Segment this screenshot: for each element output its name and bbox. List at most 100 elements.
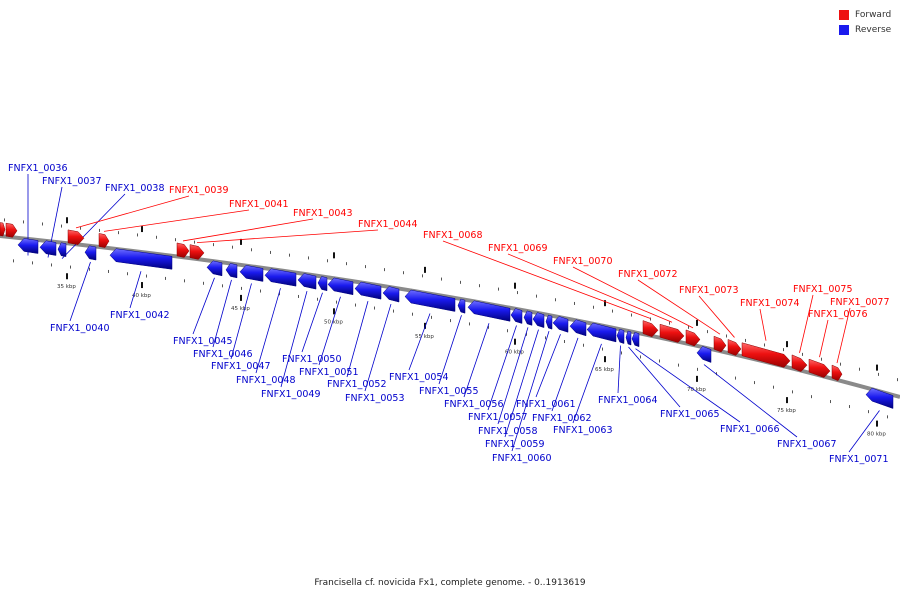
gene-feature[interactable] (239, 264, 264, 282)
gene-label[interactable]: FNFX1_0069 (488, 243, 548, 254)
gene-label[interactable]: FNFX1_0064 (598, 395, 658, 406)
guide-dot (118, 231, 119, 235)
gene-label[interactable]: FNFX1_0051 (299, 367, 359, 378)
gene-label[interactable]: FNFX1_0048 (236, 375, 296, 386)
gene-feature[interactable] (642, 320, 659, 338)
gene-label[interactable]: FNFX1_0041 (229, 199, 289, 210)
gene-label[interactable]: FNFX1_0043 (293, 208, 353, 219)
gene-feature[interactable] (625, 330, 632, 346)
gene-feature[interactable] (552, 316, 569, 333)
guide-dot (754, 381, 755, 385)
gene-feature[interactable] (616, 328, 625, 344)
gene-label[interactable]: FNFX1_0038 (105, 183, 165, 194)
gene-label[interactable]: FNFX1_0075 (793, 284, 853, 295)
guide-dot (336, 300, 337, 304)
gene-feature[interactable] (404, 289, 456, 312)
gene-feature[interactable] (741, 342, 791, 368)
guide-dot (479, 284, 480, 288)
gene-feature[interactable] (685, 329, 701, 347)
gene-label[interactable]: FNFX1_0059 (485, 439, 545, 450)
gene-label[interactable]: FNFX1_0047 (211, 361, 271, 372)
gene-feature[interactable] (189, 244, 205, 260)
gene-feature[interactable] (586, 322, 617, 343)
gene-label[interactable]: FNFX1_0037 (42, 176, 102, 187)
legend-reverse-label: Reverse (855, 25, 892, 35)
gene-label[interactable]: FNFX1_0063 (553, 425, 613, 436)
gene-feature-partial[interactable] (0, 222, 6, 237)
gene-label[interactable]: FNFX1_0044 (358, 219, 418, 230)
gene-feature[interactable] (39, 240, 57, 256)
guide-dot (156, 235, 157, 239)
gene-label[interactable]: FNFX1_0070 (553, 256, 613, 267)
gene-label[interactable]: FNFX1_0046 (193, 349, 253, 360)
gene-feature[interactable] (84, 245, 97, 261)
gene-feature[interactable] (791, 354, 808, 372)
label-connector (255, 288, 281, 374)
gene-label[interactable]: FNFX1_0072 (618, 269, 678, 280)
gene-feature[interactable] (176, 242, 190, 258)
gene-feature[interactable] (109, 248, 173, 270)
guide-dot (688, 325, 689, 329)
axis-tick-label: 55 kbp (415, 334, 434, 340)
guide-dot (859, 367, 860, 371)
gene-feature[interactable] (264, 268, 297, 287)
gene-label[interactable]: FNFX1_0036 (8, 163, 68, 174)
gene-label[interactable]: FNFX1_0067 (777, 439, 837, 450)
gene-feature[interactable] (225, 263, 238, 279)
gene-feature[interactable] (713, 335, 727, 353)
guide-dot (42, 222, 43, 226)
gene-label[interactable]: FNFX1_0066 (720, 424, 780, 435)
guide-dot (469, 322, 470, 326)
gene-feature[interactable] (659, 323, 685, 343)
gene-label[interactable]: FNFX1_0068 (423, 230, 483, 241)
gene-label[interactable]: FNFX1_0049 (261, 389, 321, 400)
gene-feature[interactable] (510, 308, 523, 324)
gene-feature[interactable] (57, 242, 67, 257)
gene-feature[interactable] (545, 314, 553, 330)
gene-feature[interactable] (808, 358, 831, 378)
gene-label[interactable]: FNFX1_0053 (345, 393, 405, 404)
gene-feature[interactable] (327, 277, 354, 296)
gene-feature[interactable] (727, 339, 742, 356)
gene-label[interactable]: FNFX1_0065 (660, 409, 720, 420)
gene-label[interactable]: FNFX1_0076 (808, 309, 868, 320)
gene-label[interactable]: FNFX1_0077 (830, 297, 890, 308)
gene-feature[interactable] (297, 273, 317, 290)
gene-label[interactable]: FNFX1_0057 (468, 412, 528, 423)
gene-feature[interactable] (382, 286, 400, 303)
gene-feature[interactable] (67, 229, 85, 245)
gene-feature[interactable] (865, 387, 894, 409)
gene-label[interactable]: FNFX1_0039 (169, 185, 229, 196)
gene-feature[interactable] (206, 260, 223, 277)
gene-feature[interactable] (317, 276, 328, 292)
guide-dot (821, 357, 822, 361)
gene-label[interactable]: FNFX1_0073 (679, 285, 739, 296)
gene-label[interactable]: FNFX1_0058 (478, 426, 538, 437)
gene-label[interactable]: FNFX1_0050 (282, 354, 342, 365)
gene-feature[interactable] (98, 233, 110, 248)
gene-feature[interactable] (17, 238, 39, 254)
gene-label[interactable]: FNFX1_0062 (532, 413, 592, 424)
gene-label[interactable]: FNFX1_0045 (173, 336, 233, 347)
gene-feature[interactable] (831, 364, 843, 382)
gene-label[interactable]: FNFX1_0055 (419, 386, 479, 397)
gene-feature[interactable] (523, 310, 533, 326)
gene-feature[interactable] (532, 312, 545, 328)
gene-feature[interactable] (569, 319, 587, 337)
gene-label[interactable]: FNFX1_0061 (516, 399, 576, 410)
gene-label[interactable]: FNFX1_0040 (50, 323, 110, 334)
gene-label[interactable]: FNFX1_0054 (389, 372, 449, 383)
gene-label[interactable]: FNFX1_0071 (829, 454, 889, 465)
gene-label[interactable]: FNFX1_0060 (492, 453, 552, 464)
gene-feature[interactable] (631, 331, 640, 348)
gene-label[interactable]: FNFX1_0074 (740, 298, 800, 309)
gene-feature-partial[interactable] (5, 222, 18, 238)
label-connector (438, 315, 462, 385)
gene-feature[interactable] (457, 298, 466, 314)
gene-label[interactable]: FNFX1_0052 (327, 379, 387, 390)
gene-feature[interactable] (696, 346, 712, 363)
gene-label[interactable]: FNFX1_0056 (444, 399, 504, 410)
gene-feature[interactable] (467, 300, 511, 322)
gene-label[interactable]: FNFX1_0042 (110, 310, 170, 321)
gene-feature[interactable] (354, 281, 382, 300)
